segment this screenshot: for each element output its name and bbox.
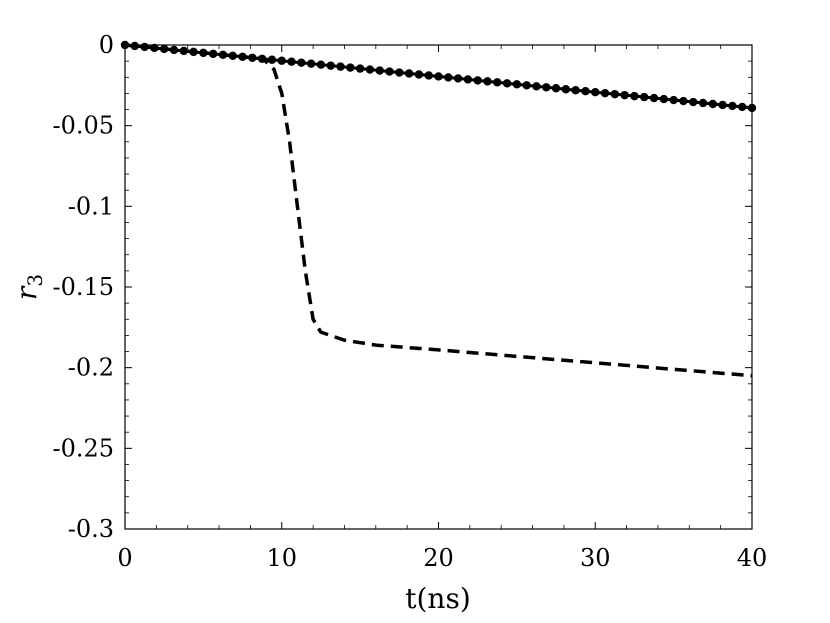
solid-series-marker: [267, 55, 277, 64]
solid-series-marker: [669, 95, 678, 105]
solid-series-marker: [444, 73, 453, 82]
y-tick-label: -0.15: [52, 273, 114, 301]
solid-series-marker: [150, 43, 159, 53]
solid-series-marker: [189, 47, 198, 57]
solid-series-marker: [395, 68, 404, 77]
solid-series-marker: [179, 46, 188, 56]
solid-series-marker: [522, 81, 531, 90]
solid-series-marker: [502, 79, 512, 88]
solid-series-marker: [640, 92, 649, 102]
solid-series-marker: [493, 78, 502, 87]
solid-series-marker: [306, 59, 316, 68]
solid-series-marker: [600, 88, 610, 98]
x-tick-label: 40: [737, 544, 768, 572]
y-tick-label: -0.2: [68, 354, 114, 382]
solid-series-marker: [316, 60, 326, 69]
solid-series-marker: [336, 62, 345, 71]
solid-series-marker: [571, 86, 580, 95]
solid-series-marker: [708, 99, 718, 109]
solid-series-marker: [679, 96, 688, 106]
solid-series-marker: [591, 87, 600, 97]
solid-series-marker: [228, 51, 237, 61]
solid-series-marker: [297, 58, 306, 67]
solid-series-marker: [698, 98, 708, 108]
solid-series-marker: [453, 74, 463, 83]
solid-series-marker: [375, 66, 384, 75]
solid-series-marker: [208, 49, 218, 59]
solid-series-marker: [404, 69, 414, 78]
solid-series-marker: [610, 89, 620, 99]
solid-series-marker: [159, 44, 169, 54]
solid-series-marker: [414, 70, 424, 79]
solid-series-marker: [277, 56, 286, 65]
x-tick-label: 0: [117, 544, 132, 572]
solid-series-marker: [140, 42, 149, 52]
solid-series-marker: [238, 52, 247, 61]
solid-series-marker: [434, 72, 443, 81]
solid-series-marker: [747, 103, 757, 113]
x-tick-label: 10: [266, 544, 297, 572]
solid-series-marker: [218, 50, 228, 60]
solid-series-marker: [257, 54, 267, 63]
solid-series-marker: [248, 53, 257, 62]
solid-series-marker: [169, 45, 179, 55]
solid-series-marker: [512, 80, 522, 89]
solid-series-marker: [738, 102, 747, 112]
solid-series-marker: [581, 87, 590, 96]
y-tick-label: -0.1: [68, 192, 114, 220]
solid-series-marker: [346, 63, 355, 72]
x-tick-label: 30: [580, 544, 611, 572]
solid-series-marker: [326, 61, 335, 70]
solid-series-marker: [728, 101, 737, 111]
solid-series-marker: [385, 67, 394, 76]
solid-series-marker: [659, 94, 669, 104]
solid-series-marker: [130, 41, 139, 51]
solid-series-marker: [463, 75, 473, 84]
solid-series-marker: [630, 91, 639, 101]
y-tick-label: -0.25: [52, 434, 114, 462]
solid-series-marker: [689, 97, 698, 107]
solid-series-marker: [483, 77, 492, 86]
x-tick-label: 20: [423, 544, 454, 572]
x-axis-label: t(ns): [405, 582, 471, 615]
solid-series-marker: [473, 76, 482, 85]
solid-series-marker: [355, 64, 365, 73]
y-tick-label: -0.3: [68, 515, 114, 543]
plot-area: [124, 44, 753, 530]
solid-series-marker: [561, 85, 571, 94]
solid-series-marker: [365, 65, 375, 74]
solid-series-marker: [424, 71, 433, 80]
solid-series-marker: [120, 40, 130, 50]
solid-series-marker: [649, 93, 659, 103]
solid-series-marker: [620, 90, 629, 100]
y-tick-label: 0: [99, 31, 114, 59]
y-tick-label: -0.05: [52, 112, 114, 140]
solid-series-marker: [718, 100, 727, 110]
y-axis-label: r3: [10, 274, 47, 300]
solid-series-marker: [199, 48, 208, 58]
solid-series-marker: [287, 57, 296, 66]
solid-series-marker: [532, 82, 541, 91]
solid-series-marker: [542, 83, 551, 92]
solid-series-marker: [551, 84, 561, 93]
